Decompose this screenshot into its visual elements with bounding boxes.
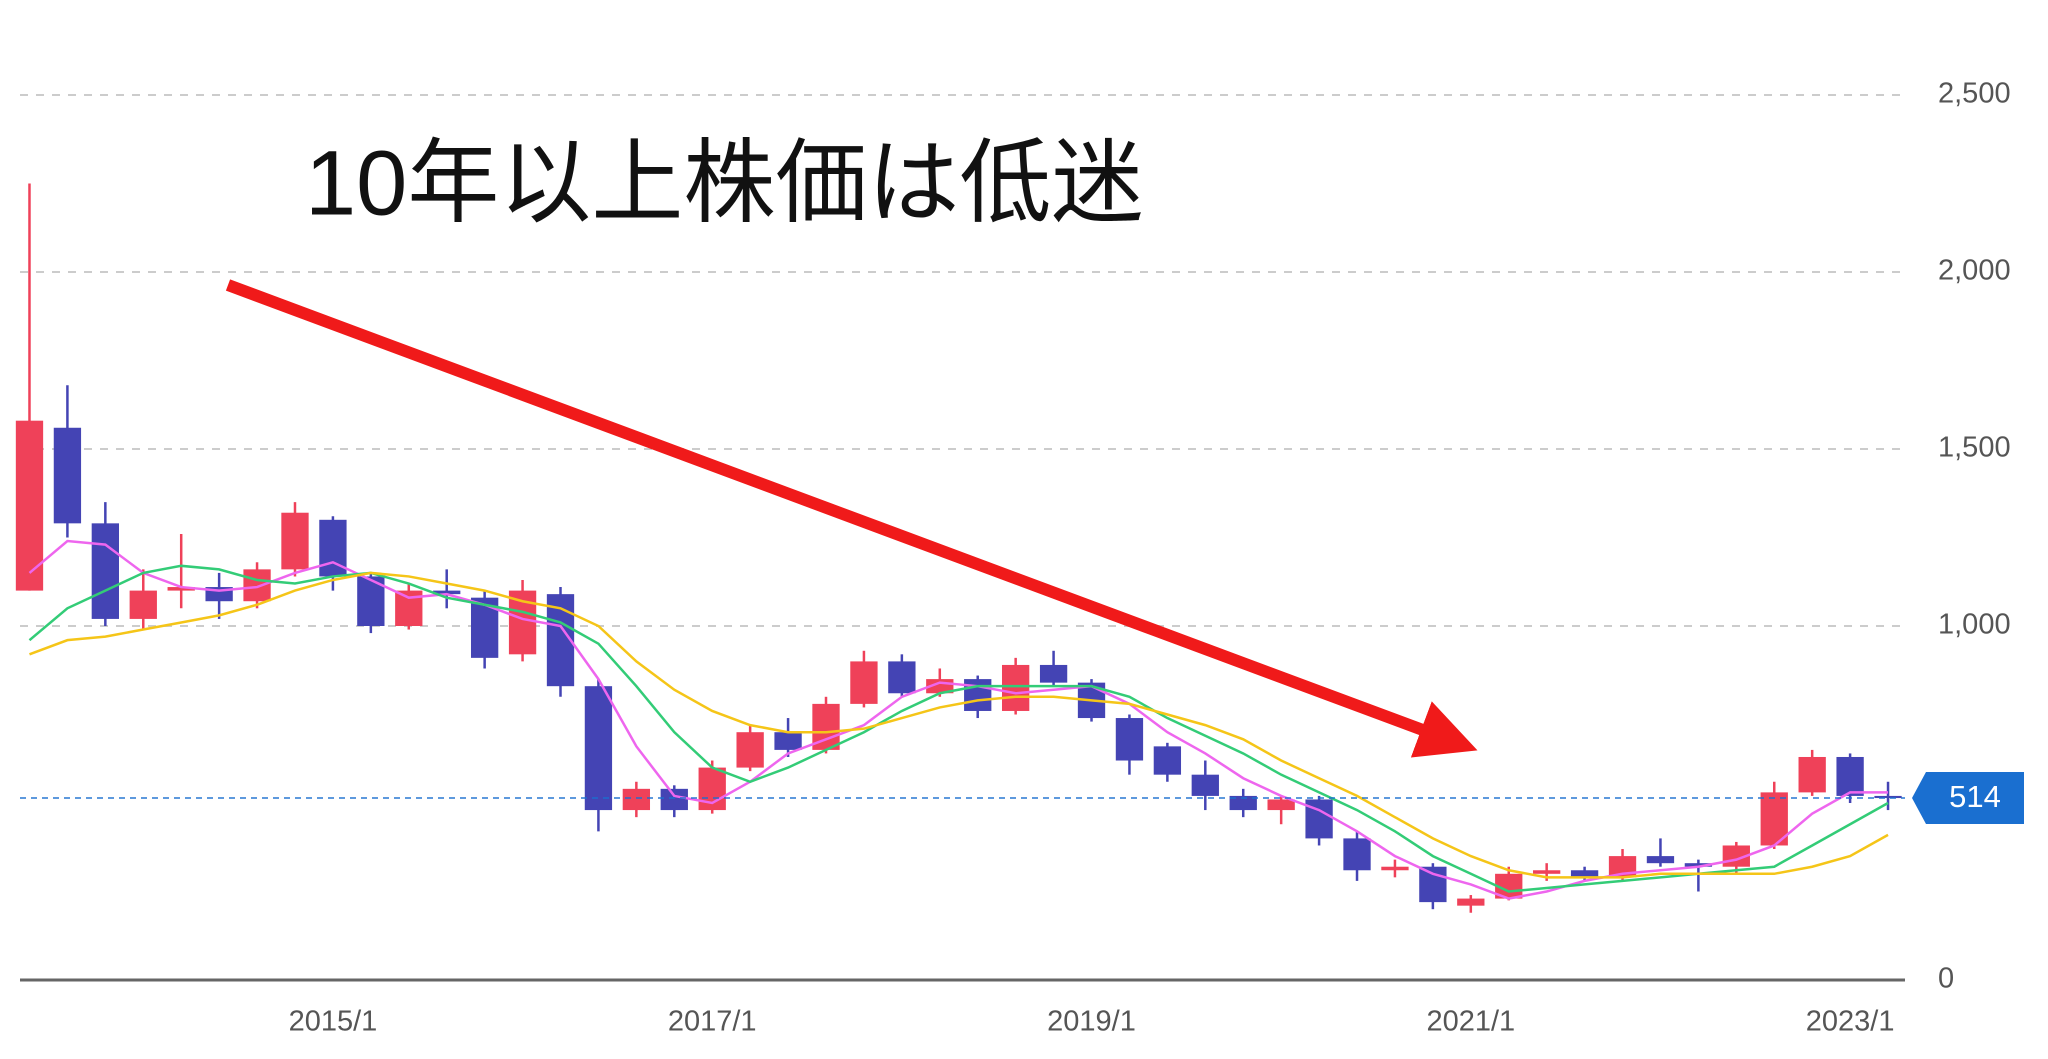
candle-body (1267, 799, 1295, 811)
candle-body (1115, 718, 1144, 761)
candle-body (1039, 664, 1068, 683)
candle-body (1229, 795, 1257, 811)
candle-body (1153, 746, 1182, 775)
y-tick-label: 1,500 (1938, 432, 2011, 464)
candle-body (1191, 774, 1219, 796)
candle-body (1419, 866, 1447, 903)
candle-body (1570, 870, 1599, 878)
moving-average-line (29, 571, 1889, 879)
last-price-label: 514 (1949, 779, 2001, 814)
candle-body (91, 523, 119, 619)
candle-body (433, 590, 461, 595)
candle-body (888, 661, 916, 694)
x-tick-label: 2021/1 (1426, 1006, 1515, 1038)
candle-body (1646, 856, 1675, 864)
last-price-badge (1912, 772, 2024, 825)
candle-body (850, 661, 878, 704)
x-tick-label: 2019/1 (1047, 1006, 1136, 1038)
candle-body (167, 587, 195, 591)
x-tick-label: 2023/1 (1806, 1006, 1895, 1038)
candle-body (243, 569, 271, 602)
trend-arrow (225, 279, 1478, 758)
x-tick-label: 2017/1 (668, 1006, 757, 1038)
candle-body (622, 788, 651, 811)
candle-body (1457, 898, 1485, 906)
candle-body (1836, 756, 1864, 796)
candle-body (660, 788, 688, 811)
annotation: 10年以上株価は低迷 (305, 132, 1143, 234)
candle-body (1874, 795, 1902, 799)
candle-body (584, 686, 613, 811)
candle-body (964, 679, 992, 711)
candle-body (736, 732, 764, 768)
candle-body (1343, 838, 1371, 871)
x-tick-label: 2015/1 (289, 1006, 378, 1038)
moving-average-line (28, 539, 1889, 900)
candle-body (281, 512, 309, 570)
candle-body (1798, 756, 1826, 793)
y-tick-label: 1,000 (1938, 609, 2011, 641)
grid (20, 94, 1905, 982)
candle-body (1533, 870, 1561, 874)
moving-average-line (28, 564, 1889, 893)
candle-body (15, 420, 44, 591)
candle-body (1381, 866, 1409, 871)
candle-body (1001, 664, 1030, 711)
plot (15, 183, 1905, 913)
candle-body (1684, 863, 1713, 867)
y-tick-label: 2,000 (1938, 255, 2011, 287)
y-tick-label: 0 (1938, 963, 1954, 995)
candle-body (129, 590, 157, 619)
y-tick-label: 2,500 (1938, 78, 2011, 110)
candle-body (53, 427, 82, 524)
candle-body (774, 732, 802, 750)
